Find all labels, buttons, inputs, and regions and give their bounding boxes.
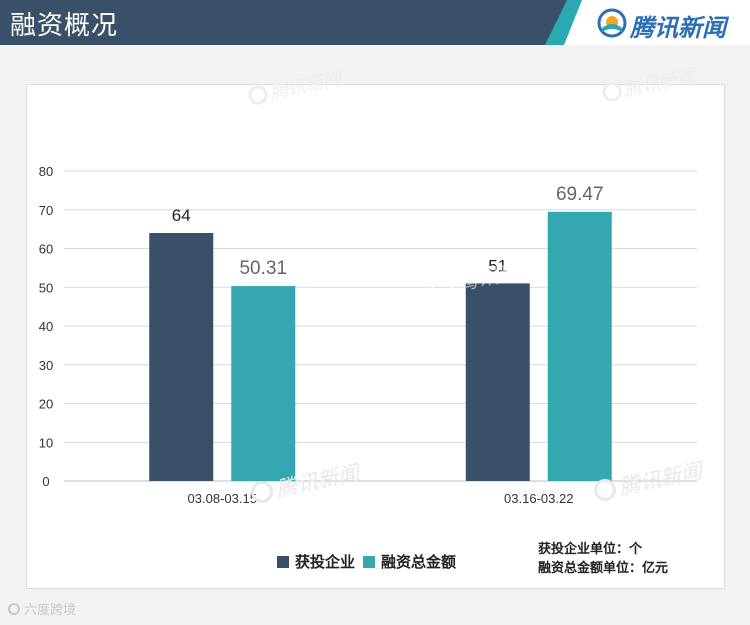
unit-note-companies: 获投企业单位：个 [538, 542, 643, 557]
legend-item-amount: 融资总金额 [363, 551, 456, 572]
y-tick-label: 40 [39, 319, 53, 334]
watermark-logo-icon [594, 479, 616, 501]
bars [149, 211, 612, 481]
watermark-logo-icon [248, 85, 268, 105]
legend-label: 融资总金额 [381, 553, 457, 571]
data-label: 51 [488, 256, 507, 275]
bar [547, 211, 612, 481]
y-tick-label: 80 [39, 164, 53, 179]
footer-watermark-text: 六度跨境 [24, 603, 77, 618]
watermark: 腾讯新闻 [594, 458, 707, 501]
brand-badge [564, 0, 750, 45]
watermark-logo-icon [431, 275, 453, 297]
y-tick-label: 0 [42, 474, 49, 489]
y-tick-label: 70 [39, 203, 53, 218]
y-tick-label: 60 [39, 242, 53, 257]
legend-swatch [363, 555, 376, 568]
unit-notes: 获投企业单位：个 融资总金额单位：亿元 [538, 540, 668, 578]
watermark-text: 腾讯新闻 [268, 68, 345, 104]
x-axis-ticks: 03.08-03.15 03.16-03.22 [188, 491, 574, 506]
x-tick-label: 03.16-03.22 [504, 491, 573, 506]
data-label: 50.31 [239, 258, 287, 279]
page-title: 融资概况 [10, 11, 119, 41]
bar [465, 283, 530, 481]
watermark-logo-icon [251, 481, 273, 503]
legend-label: 获投企业 [295, 553, 356, 571]
watermark-logo-icon [602, 82, 622, 102]
footer-logo-icon [8, 602, 20, 615]
bar [231, 286, 296, 481]
watermark-text: 腾讯新闻 [622, 65, 699, 101]
data-label: 64 [172, 206, 191, 225]
watermark: 腾讯新闻 [248, 68, 345, 105]
data-labels: 64 50.31 51 69.47 [172, 184, 604, 279]
legend-swatch [277, 555, 289, 568]
y-tick-label: 30 [39, 358, 53, 373]
y-axis-ticks: 0 10 20 30 40 50 60 70 80 [39, 164, 53, 489]
legend-item-companies: 获投企业 [277, 551, 355, 572]
legend: 获投企业 融资总金额 [277, 551, 464, 572]
brand-name: 腾讯新闻 [630, 14, 726, 42]
bar [149, 233, 214, 481]
watermark: 腾讯新闻 [602, 65, 699, 102]
data-label: 69.47 [556, 184, 604, 205]
unit-note-amount: 融资总金额单位：亿元 [538, 561, 669, 576]
tencent-news-logo-icon [597, 8, 627, 38]
watermark-text: 腾讯新闻 [617, 458, 707, 500]
y-tick-label: 20 [39, 397, 53, 412]
footer-watermark: 六度跨境 [8, 599, 76, 618]
y-tick-label: 10 [39, 435, 53, 450]
x-tick-label: 03.08-03.15 [188, 491, 257, 506]
y-tick-label: 50 [39, 280, 53, 295]
